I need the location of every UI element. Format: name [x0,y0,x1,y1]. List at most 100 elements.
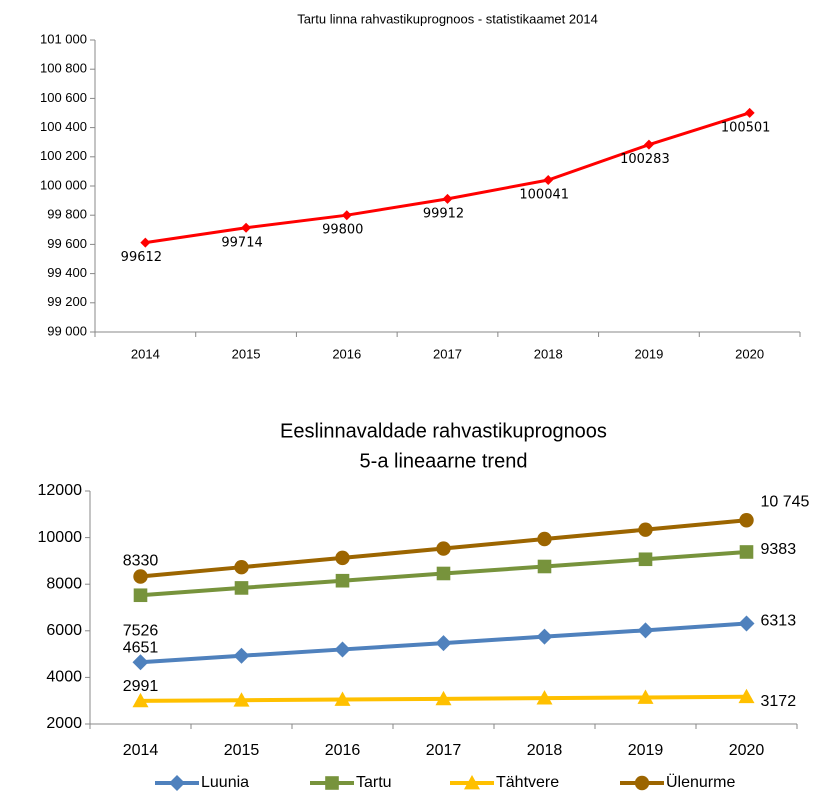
marker [325,776,339,790]
data-label: 100501 [721,120,771,135]
y-tick-label: 2000 [46,715,82,732]
marker [442,193,453,204]
y-tick-label: 12000 [38,482,83,499]
marker [335,573,350,588]
marker [637,689,654,704]
x-tick-label: 2015 [224,742,260,759]
marker [738,615,755,632]
marker [234,559,249,575]
legend-label: Luunia [201,774,249,791]
marker [241,222,252,233]
x-tick-label: 2014 [123,742,159,759]
marker [133,569,148,584]
x-tick-label: 2015 [232,346,261,361]
y-tick-label: 10000 [38,529,83,546]
marker [334,641,351,658]
marker [638,522,653,537]
marker [436,566,451,581]
chart-title: Tartu linna rahvastikuprognoos - statist… [297,11,598,26]
marker [464,775,480,790]
legend-item: Luunia [155,774,249,791]
marker [435,690,452,706]
y-tick-label: 101 000 [40,31,87,46]
y-tick-label: 8000 [46,575,82,592]
data-label: 100283 [620,152,670,167]
x-tick-label: 2017 [426,742,462,759]
data-label: 99612 [121,250,162,265]
x-tick-label: 2017 [433,346,462,361]
marker [536,690,553,705]
y-tick-label: 100 000 [40,177,87,192]
marker [637,622,654,639]
x-tick-label: 2016 [325,742,361,759]
data-label: 3172 [761,693,797,710]
marker [638,552,653,567]
y-tick-label: 100 200 [40,148,87,163]
marker [537,531,552,547]
marker [634,775,650,791]
y-tick-label: 99 200 [47,294,87,309]
marker [643,139,654,150]
x-tick-label: 2014 [131,346,160,361]
marker [169,775,185,791]
x-tick-label: 2020 [729,742,765,759]
marker [234,581,249,595]
chart-title: 5-a lineaarne trend [360,450,528,472]
y-tick-label: 4000 [46,669,82,686]
x-tick-label: 2019 [628,742,664,759]
data-label: 10 745 [761,493,810,510]
legend-label: Tähtvere [496,774,559,791]
data-label: 8330 [123,553,159,570]
marker [140,237,151,248]
marker [341,210,352,221]
y-tick-label: 99 800 [47,207,87,222]
data-label: 100041 [519,188,569,203]
chart: Tartu linna rahvastikuprognoos - statist… [40,11,801,361]
data-label: 99800 [322,223,363,238]
legend-item: Tartu [310,774,392,791]
marker [543,175,554,186]
data-label: 9383 [761,541,797,558]
marker [436,541,451,556]
y-tick-label: 99 600 [47,236,87,251]
marker [132,692,149,708]
y-tick-label: 100 400 [40,119,87,134]
marker [738,688,755,704]
legend-label: Tartu [356,774,392,791]
legend-label: Ülenurme [666,773,735,791]
chart: Eeslinnavaldade rahvastikuprognoos 5-a li… [38,420,810,791]
x-tick-label: 2020 [735,346,764,361]
marker [744,107,755,118]
data-label: 99912 [423,206,464,221]
marker [537,559,552,574]
marker [233,647,250,664]
marker [334,691,351,706]
x-tick-label: 2016 [332,346,361,361]
marker [233,692,250,707]
marker [739,513,754,528]
y-tick-label: 100 600 [40,90,87,105]
x-tick-label: 2019 [634,346,663,361]
marker [132,654,149,671]
marker [435,635,452,652]
legend-item: Tähtvere [450,774,559,791]
marker [536,628,553,645]
data-label: 99714 [221,235,262,250]
chart-title: Eeslinnavaldade rahvastikuprognoos [280,420,607,442]
y-tick-label: 6000 [46,622,82,639]
marker [335,550,350,566]
marker [739,545,754,559]
y-tick-label: 99 000 [47,323,87,338]
marker [133,588,148,603]
y-tick-label: 99 400 [47,265,87,280]
y-tick-label: 100 800 [40,61,87,76]
x-tick-label: 2018 [527,742,563,759]
series-line [145,111,751,245]
data-label: 6313 [761,613,797,630]
data-label: 7526 [123,622,159,639]
data-label: 4651 [123,639,159,656]
data-label: 2991 [123,678,159,695]
x-tick-label: 2018 [534,346,563,361]
